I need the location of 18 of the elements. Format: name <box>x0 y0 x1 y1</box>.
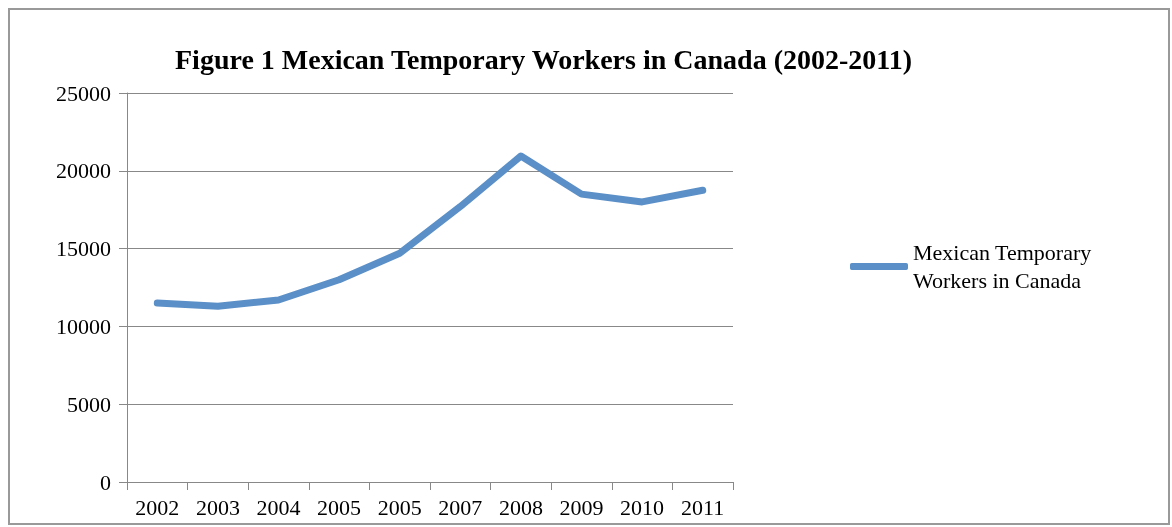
x-tick-label: 2005 <box>317 494 362 520</box>
x-tick-label: 2002 <box>135 494 180 520</box>
x-tick-label: 2003 <box>195 494 240 520</box>
chart-title: Figure 1 Mexican Temporary Workers in Canada (2002-2011) <box>175 43 913 75</box>
y-tick-label: 5000 <box>67 391 111 417</box>
y-tick-label: 0 <box>100 469 111 495</box>
x-tick-label: 2004 <box>256 494 301 520</box>
x-tick-label: 2008 <box>498 494 543 520</box>
y-tick-label: 20000 <box>56 158 111 184</box>
x-tick-label: 2005 <box>377 494 422 520</box>
x-tick-label: 2009 <box>559 494 604 520</box>
x-tick-label: 2011 <box>681 494 725 520</box>
x-tick-label: 2007 <box>438 494 483 520</box>
legend-label: Mexican Temporary Workers in Canada <box>913 240 1097 293</box>
y-tick-label: 15000 <box>56 236 111 262</box>
y-tick-label: 25000 <box>56 80 111 106</box>
x-tick-label: 2010 <box>620 494 665 520</box>
y-tick-label: 10000 <box>56 313 111 339</box>
